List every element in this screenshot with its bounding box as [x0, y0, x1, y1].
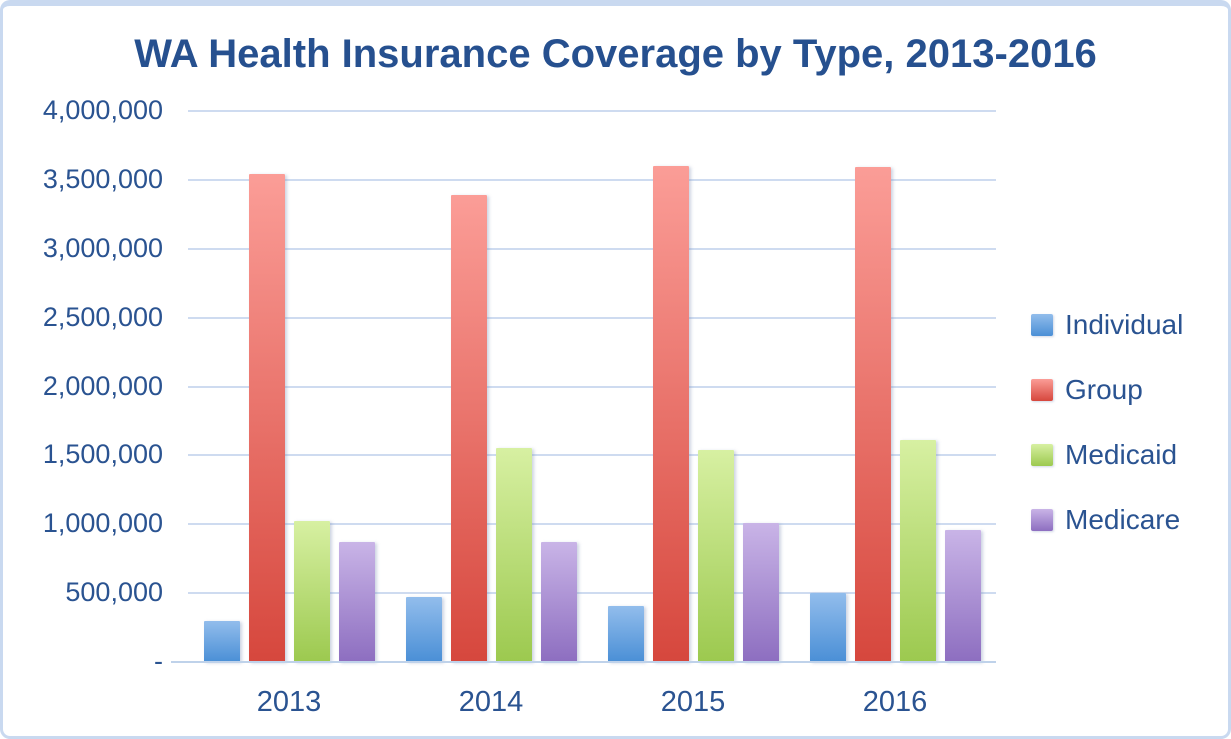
bar-medicare-2015 — [742, 522, 779, 662]
y-axis-label: 3,500,000 — [42, 163, 163, 194]
legend-label-medicare: Medicare — [1065, 504, 1181, 535]
x-axis-label-2014: 2014 — [458, 686, 524, 718]
bar-individual-2015 — [607, 605, 644, 662]
bar-medicaid-2015 — [697, 449, 734, 662]
bar-medicare-2013 — [338, 542, 375, 662]
bar-individual-2013 — [203, 620, 240, 662]
bar-group-2014 — [450, 195, 487, 662]
bar-medicaid-2016 — [899, 440, 936, 662]
bar-medicare-2014 — [540, 542, 577, 662]
bar-individual-2014 — [405, 597, 442, 662]
x-axis-line — [171, 661, 996, 663]
legend-label-individual: Individual — [1065, 309, 1184, 340]
y-axis-label: 3,000,000 — [42, 232, 163, 263]
legend-label-group: Group — [1065, 374, 1143, 405]
legend-item-group: Group — [1031, 374, 1183, 406]
bar-group-2016 — [854, 167, 891, 662]
legend-swatch-medicare — [1031, 509, 1053, 531]
bar-group-2015 — [652, 166, 689, 662]
legend-item-individual: Individual — [1031, 309, 1183, 341]
legend-item-medicare: Medicare — [1031, 504, 1183, 536]
gridline — [188, 385, 996, 388]
gridline — [188, 454, 996, 457]
y-axis-label: 2,000,000 — [42, 370, 163, 401]
legend-label-medicaid: Medicaid — [1065, 439, 1178, 470]
legend-swatch-individual — [1031, 314, 1053, 336]
bar-medicare-2016 — [944, 529, 981, 662]
gridline — [188, 247, 996, 250]
legend-swatch-medicaid — [1031, 444, 1053, 466]
legend-item-medicaid: Medicaid — [1031, 439, 1183, 471]
x-axis-label-2013: 2013 — [256, 686, 322, 718]
gridline — [188, 592, 996, 595]
y-axis-label: 4,000,000 — [42, 95, 163, 125]
bar-medicaid-2013 — [293, 521, 330, 662]
y-axis-label: 500,000 — [65, 577, 163, 608]
chart-title: WA Health Insurance Coverage by Type, 20… — [134, 32, 1097, 76]
gridline — [188, 110, 996, 112]
y-axis-label: 1,500,000 — [42, 439, 163, 470]
legend-swatch-group — [1031, 379, 1053, 401]
x-axis-label-2016: 2016 — [862, 686, 928, 718]
gridline — [188, 523, 996, 526]
bar-individual-2016 — [809, 593, 846, 662]
x-axis-label-2015: 2015 — [660, 686, 726, 718]
gridline — [188, 178, 996, 181]
bar-medicaid-2014 — [495, 448, 532, 662]
y-axis-label: - — [154, 646, 163, 676]
y-axis-label: 2,500,000 — [42, 301, 163, 332]
y-axis-label: 1,000,000 — [42, 508, 163, 539]
gridline — [188, 316, 996, 319]
bar-group-2013 — [248, 174, 285, 662]
legend: Individual Group Medicaid Medicare — [1031, 309, 1183, 536]
